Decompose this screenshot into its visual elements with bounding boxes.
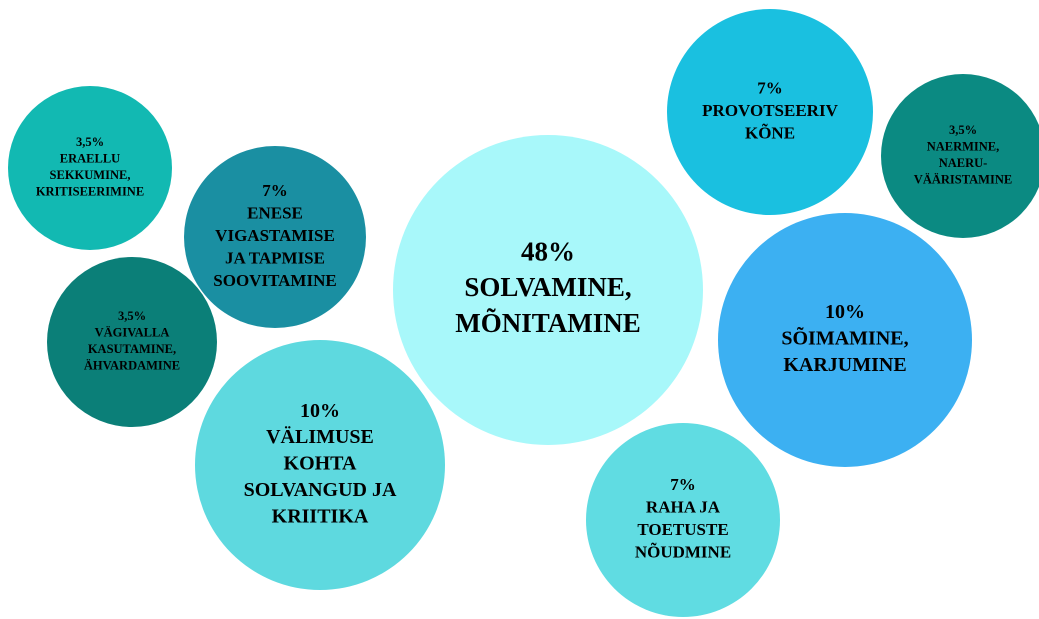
value-label: 10% <box>300 400 340 422</box>
bubble <box>195 340 445 590</box>
value-label: 3,5% <box>118 309 146 323</box>
bubble <box>718 213 972 467</box>
bubble-label: SÕIMAMINE, <box>781 326 908 350</box>
value-label: 7% <box>670 475 696 494</box>
bubble-label: SOOVITAMINE <box>213 271 336 290</box>
value-label: 7% <box>262 181 288 200</box>
bubble-label: ENESE <box>247 203 303 222</box>
bubble-label: JA TAPMISE <box>225 248 325 267</box>
bubble-label: NÕUDMINE <box>635 542 731 562</box>
bubble-label: KARJUMINE <box>783 354 906 376</box>
bubble <box>184 146 366 328</box>
bubble-label: TOETUSTE <box>637 520 728 539</box>
bubble-label: KASUTAMINE, <box>88 342 176 356</box>
value-label: 3,5% <box>76 135 104 149</box>
bubble-label: SOLVANGUD JA <box>244 479 397 501</box>
value-label: 3,5% <box>949 123 977 137</box>
bubble-label: KOHTA <box>284 453 358 475</box>
bubble-label: VÄGIVALLA <box>95 326 170 340</box>
bubble-label: ÄHVARDAMINE <box>84 359 180 373</box>
bubble-label: NAERU- <box>939 156 988 170</box>
bubble-label: SEKKUMINE, <box>50 168 131 182</box>
bubble-label: ERAELLU <box>60 152 120 166</box>
bubble <box>8 86 172 250</box>
bubble-label: RAHA JA <box>646 498 721 517</box>
bubble-label: VÄLIMUSE <box>266 425 374 448</box>
bubble <box>667 9 873 215</box>
bubble <box>881 74 1039 238</box>
bubble <box>586 423 780 617</box>
bubble-label: PROVOTSEERIV <box>702 101 838 120</box>
bubble-label: KÕNE <box>745 122 795 142</box>
bubble-label: MÕNITAMINE <box>455 308 641 338</box>
bubble-label: NAERMINE, <box>927 140 1000 154</box>
bubble <box>393 135 703 445</box>
value-label: 7% <box>757 78 783 97</box>
bubble-label: KRITISEERIMINE <box>36 185 144 199</box>
bubble-label: SOLVAMINE, <box>464 272 631 302</box>
bubble <box>47 257 217 427</box>
value-label: 48% <box>521 237 575 267</box>
value-label: 10% <box>825 301 865 323</box>
bubble-label: VÄÄRISTAMINE <box>914 173 1012 187</box>
bubble-label: VIGASTAMISE <box>215 226 335 245</box>
bubble-label: KRIITIKA <box>272 505 369 527</box>
